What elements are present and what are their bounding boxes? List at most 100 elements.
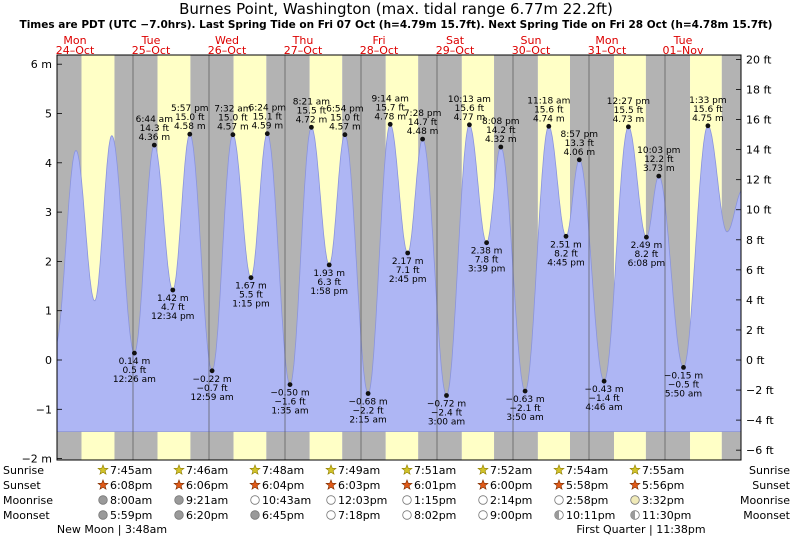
tide-high-annotation: 14.3 ft — [140, 124, 170, 134]
tide-extreme-dot — [467, 122, 472, 128]
sunset-entry: 6:03pm — [325, 478, 380, 492]
day-of-week-label: Tue — [141, 34, 161, 47]
moonrise-time: 12:03pm — [338, 494, 387, 507]
moonset-entry: 6:45pm — [250, 509, 304, 522]
tide-high-annotation: 9:14 am — [372, 94, 409, 104]
moonrise-entry: 2:14pm — [478, 494, 532, 507]
sunrise-time: 7:52am — [490, 464, 532, 477]
tide-low-annotation: 12:34 pm — [151, 312, 194, 322]
tide-low-annotation: −1.6 ft — [274, 398, 306, 408]
tide-low-annotation: 6.3 ft — [317, 278, 341, 288]
tide-extreme-dot — [601, 378, 607, 384]
y-axis-left-label: −1 — [36, 403, 52, 416]
tide-high-annotation: 5:57 pm — [171, 104, 209, 114]
tide-high-annotation: 4.73 m — [613, 115, 645, 125]
tide-high-annotation: 8:57 pm — [561, 130, 599, 140]
tide-extreme-dot — [681, 365, 686, 370]
y-axis-left-label: 1 — [45, 305, 52, 318]
day-of-week-label: Mon — [63, 34, 86, 47]
moonrise-entry: 12:03pm — [326, 494, 387, 507]
tide-low-annotation: 7.1 ft — [396, 266, 420, 276]
tide-high-annotation: 4.78 m — [374, 112, 406, 122]
tide-extreme-dot — [576, 157, 582, 163]
moonrise-icon — [326, 495, 336, 505]
moonset-icon — [98, 510, 108, 520]
tide-extreme-dot — [209, 368, 215, 374]
sunset-icon — [629, 478, 641, 490]
sunset-row-label-right: Sunset — [752, 479, 790, 492]
tide-low-annotation: −0.7 ft — [196, 384, 228, 394]
sunrise-time: 7:51am — [414, 464, 456, 477]
sunrise-row-label-left: Sunrise — [3, 464, 44, 477]
tide-high-annotation: 6:24 pm — [249, 104, 287, 114]
tide-extreme-dot — [230, 132, 236, 138]
y-axis-right-label: −6 ft — [746, 444, 774, 457]
day-date-label: 01–Nov — [663, 44, 704, 57]
moonrise-time: 10:43am — [262, 494, 311, 507]
tide-high-annotation: 4.58 m — [174, 122, 206, 132]
sunset-icon — [97, 478, 109, 490]
sunset-entry: 6:08pm — [97, 478, 152, 492]
day-date-label: 30–Oct — [512, 44, 551, 57]
tide-extreme-dot — [420, 136, 425, 142]
moonrise-icon — [250, 495, 260, 505]
sunrise-icon — [173, 463, 185, 475]
tide-low-annotation: 3:39 pm — [468, 265, 506, 275]
moon-phase-left: New Moon | 3:48am — [57, 523, 167, 536]
tide-high-annotation: 11:18 am — [527, 96, 570, 106]
moonset-time: 9:00pm — [490, 509, 532, 522]
tide-low-annotation: 1:58 pm — [310, 287, 348, 297]
sunset-time: 6:01pm — [414, 479, 456, 492]
tide-high-annotation: 12.2 ft — [644, 155, 674, 165]
tide-high-annotation: 15.6 ft — [534, 105, 564, 115]
day-date-label: 31–Oct — [588, 44, 627, 57]
tide-high-annotation: 10:13 am — [448, 95, 491, 105]
y-axis-right-label: 4 ft — [746, 294, 765, 307]
sunset-entry: 5:58pm — [553, 478, 608, 492]
tide-low-annotation: 12:59 am — [191, 393, 234, 403]
tide-low-annotation: 2.17 m — [392, 257, 424, 267]
moonset-row-label-right: Moonset — [743, 509, 790, 522]
tide-high-annotation: 8:21 am — [293, 97, 330, 107]
moonset-row-label-left: Moonset — [3, 509, 50, 522]
moonset-icon — [554, 510, 559, 520]
moonset-time: 5:59pm — [110, 509, 152, 522]
sunset-icon — [401, 478, 413, 490]
tide-high-annotation: 12:27 pm — [607, 97, 650, 107]
tide-high-annotation: 8:08 pm — [482, 117, 520, 127]
tide-low-annotation: 1:35 am — [271, 407, 308, 417]
moonrise-time: 2:14pm — [490, 494, 532, 507]
sunset-time: 6:00pm — [490, 479, 532, 492]
tide-high-annotation: 6:54 pm — [326, 105, 364, 115]
tide-extreme-dot — [522, 388, 528, 394]
tide-extreme-dot — [444, 393, 449, 398]
sunset-icon — [477, 478, 489, 490]
moonrise-row-label-left: Moonrise — [3, 494, 53, 507]
tide-extreme-dot — [132, 350, 137, 356]
y-axis-left-label: 6 m — [31, 58, 52, 71]
sunrise-icon — [553, 463, 565, 475]
day-labels: Mon24–OctTue25–OctWed26–OctThu27–OctFri2… — [56, 34, 704, 57]
moonset-entry: 6:20pm — [174, 509, 228, 522]
y-axis-left-label: 3 — [45, 206, 52, 219]
tide-low-annotation: 2:15 am — [349, 416, 386, 426]
tide-high-annotation: 15.7 ft — [375, 103, 405, 113]
sunset-time: 6:04pm — [262, 479, 304, 492]
y-axis-right-label: 16 ft — [746, 114, 772, 127]
tide-extreme-dot — [644, 234, 649, 240]
moonset-time: 6:20pm — [186, 509, 228, 522]
sunset-icon — [249, 478, 261, 490]
tide-low-annotation: 12:26 am — [113, 375, 156, 385]
tide-high-annotation: 4.57 m — [329, 123, 361, 133]
chart-subtitle: Times are PDT (UTC −7.0hrs). Last Spring… — [20, 19, 773, 31]
sunset-entry: 5:56pm — [629, 478, 684, 492]
moonrise-icon — [630, 495, 640, 505]
tide-low-annotation: 4.7 ft — [161, 303, 185, 313]
sunrise-time: 7:46am — [186, 464, 228, 477]
tide-high-annotation: 4.72 m — [296, 115, 328, 125]
tide-low-annotation: 8.2 ft — [554, 249, 578, 259]
tide-high-annotation: 13.3 ft — [565, 139, 595, 149]
moonrise-time: 9:21am — [186, 494, 228, 507]
y-axis-right-label: 6 ft — [746, 264, 765, 277]
